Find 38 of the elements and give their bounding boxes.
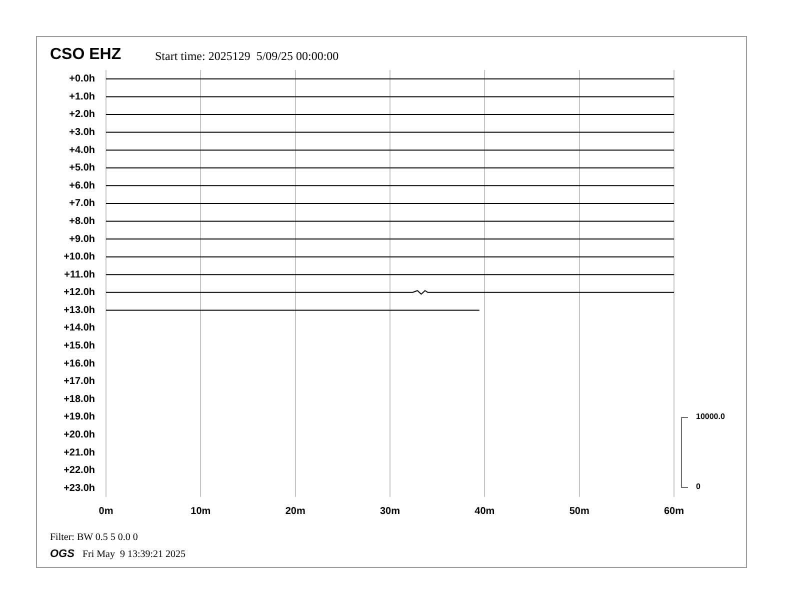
y-tick-label: +17.0h [64,376,95,388]
y-tick-label: +22.0h [64,465,95,476]
y-tick-label: +6.0h [69,180,95,192]
text: Filter: BW 0.5 5 0.0 0 [50,531,139,544]
y-tick-label: +5.0h [69,162,95,174]
y-tick-label: +2.0h [69,109,95,120]
x-tick-label: 50m [569,506,590,517]
y-tick-label: +10.0h [64,252,95,263]
y-tick-label: +16.0h [64,358,95,370]
y-tick-label: +0.0h [69,74,95,85]
text: Fri May 9 13:39:21 2025 [82,549,186,560]
y-tick-label: +18.0h [64,394,95,405]
x-tick-label: 30m [380,506,400,517]
text: OGS [50,548,74,560]
y-tick-label: +3.0h [69,127,95,138]
x-tick-label: 0m [98,506,114,517]
chart-title: CSO EHZ [50,46,122,63]
y-tick-label: +14.0h [64,322,95,334]
y-tick-label: +11.0h [64,269,95,280]
y-tick-label: +21.0h [64,447,95,458]
y-tick-label: +1.0h [69,91,95,102]
y-tick-label: +20.0h [64,429,95,440]
y-tick-label: +15.0h [64,340,95,352]
y-tick-label: +19.0h [64,412,95,423]
text: 10000.0 [696,412,725,421]
text: 0 [696,482,700,491]
y-tick-label: +9.0h [69,234,95,245]
y-tick-label: +12.0h [64,287,95,298]
y-tick-label: +4.0h [69,144,95,156]
y-tick-label: +8.0h [69,216,95,227]
y-tick-label: +13.0h [64,304,95,316]
x-tick-label: 60m [664,506,684,517]
y-tick-label: +23.0h [64,482,95,494]
chart-subtitle: Start time: 2025129 5/09/25 00:00:00 [155,49,339,63]
x-tick-label: 40m [474,506,495,517]
x-tick-label: 10m [190,506,211,517]
x-tick-label: 20m [285,506,306,517]
y-tick-label: +7.0h [69,198,95,210]
